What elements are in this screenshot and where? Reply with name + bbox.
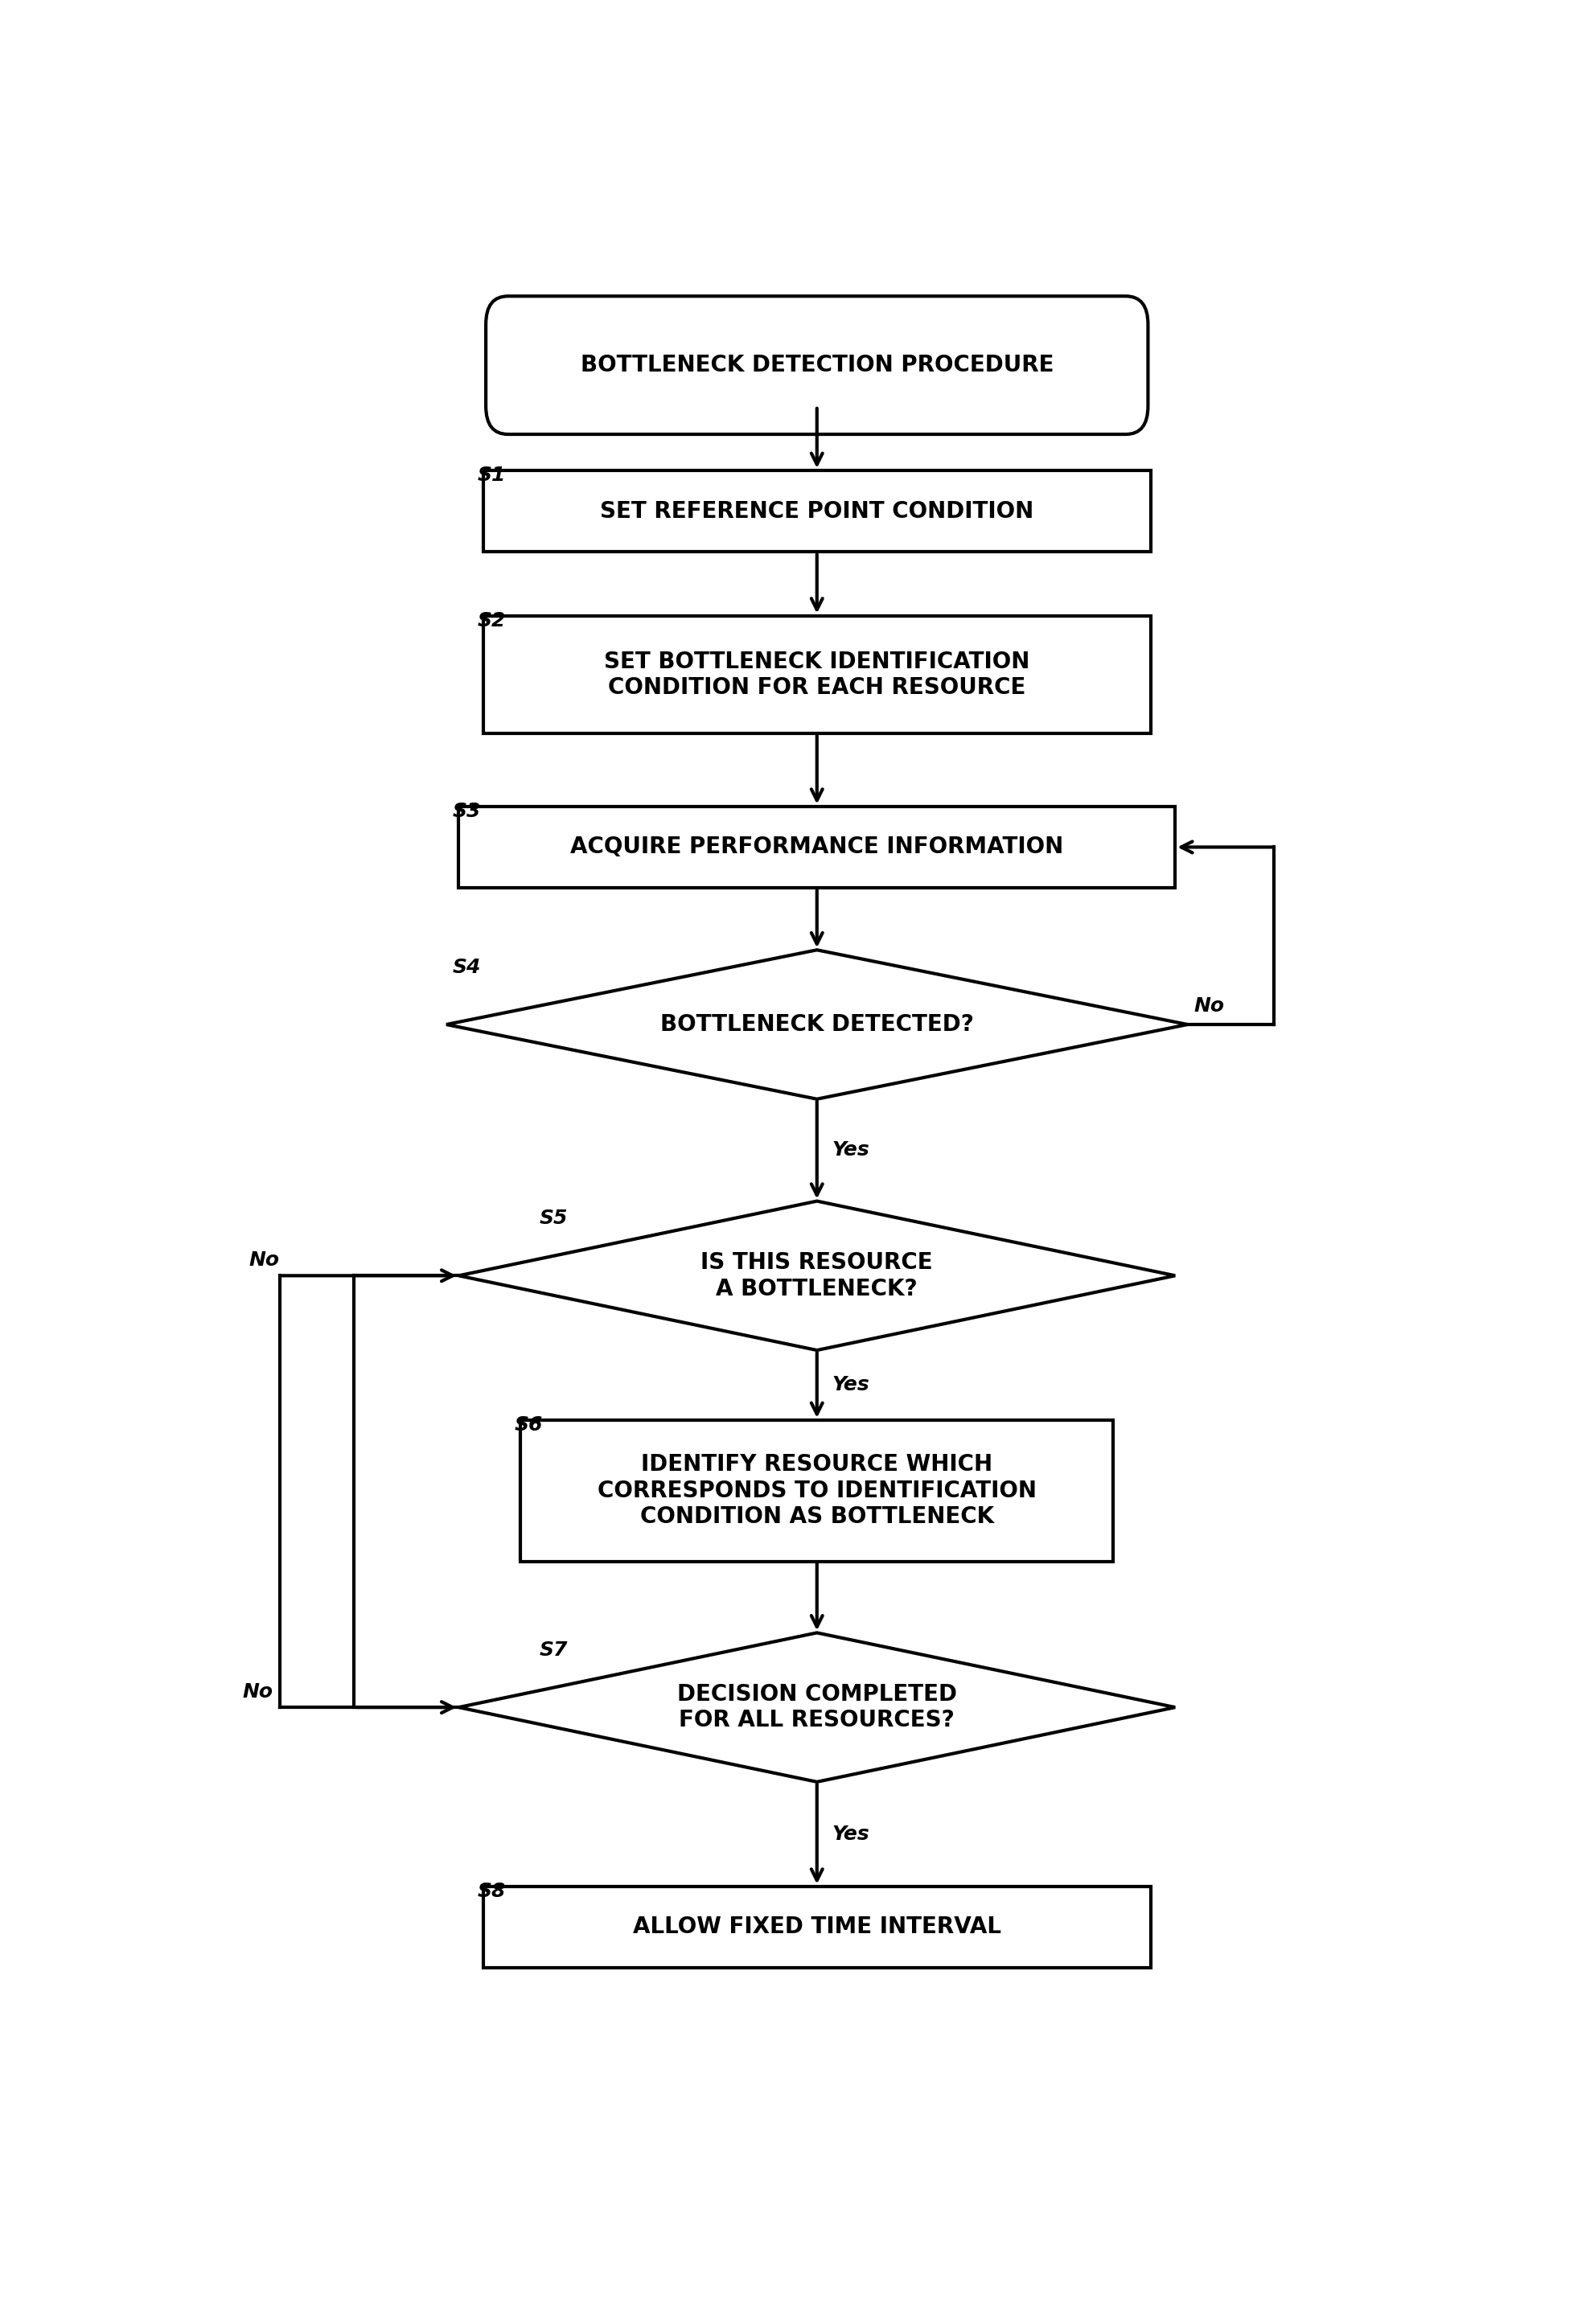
FancyBboxPatch shape: [486, 295, 1148, 435]
Bar: [459, 806, 1175, 888]
Text: S8: S8: [477, 1882, 505, 1901]
Text: S5: S5: [539, 1208, 567, 1229]
Polygon shape: [459, 1634, 1175, 1783]
Text: No: No: [242, 1683, 274, 1701]
Text: S4: S4: [453, 957, 481, 976]
Text: DECISION COMPLETED
FOR ALL RESOURCES?: DECISION COMPLETED FOR ALL RESOURCES?: [677, 1683, 956, 1731]
Text: BOTTLENECK DETECTION PROCEDURE: BOTTLENECK DETECTION PROCEDURE: [580, 353, 1054, 376]
Text: S3: S3: [453, 802, 481, 820]
Text: ALLOW FIXED TIME INTERVAL: ALLOW FIXED TIME INTERVAL: [633, 1915, 1001, 1938]
Bar: [520, 1420, 1114, 1562]
Text: No: No: [249, 1250, 279, 1269]
Text: IS THIS RESOURCE
A BOTTLENECK?: IS THIS RESOURCE A BOTTLENECK?: [701, 1250, 932, 1299]
Text: No: No: [1194, 997, 1224, 1016]
Text: SET BOTTLENECK IDENTIFICATION
CONDITION FOR EACH RESOURCE: SET BOTTLENECK IDENTIFICATION CONDITION …: [604, 651, 1030, 700]
Polygon shape: [459, 1202, 1175, 1350]
Text: S2: S2: [477, 611, 505, 630]
Text: S1: S1: [477, 465, 505, 486]
Bar: [483, 1887, 1151, 1968]
Text: SET REFERENCE POINT CONDITION: SET REFERENCE POINT CONDITION: [599, 500, 1035, 523]
Text: ACQUIRE PERFORMANCE INFORMATION: ACQUIRE PERFORMANCE INFORMATION: [571, 837, 1063, 858]
Text: Yes: Yes: [832, 1824, 869, 1843]
Bar: [483, 469, 1151, 553]
Text: Yes: Yes: [832, 1376, 869, 1394]
Text: BOTTLENECK DETECTED?: BOTTLENECK DETECTED?: [660, 1013, 974, 1037]
Text: Yes: Yes: [832, 1141, 869, 1160]
Bar: [483, 616, 1151, 734]
Text: S7: S7: [539, 1641, 567, 1659]
Polygon shape: [446, 951, 1188, 1099]
Text: IDENTIFY RESOURCE WHICH
CORRESPONDS TO IDENTIFICATION
CONDITION AS BOTTLENECK: IDENTIFY RESOURCE WHICH CORRESPONDS TO I…: [598, 1452, 1036, 1527]
Text: S6: S6: [515, 1415, 542, 1434]
